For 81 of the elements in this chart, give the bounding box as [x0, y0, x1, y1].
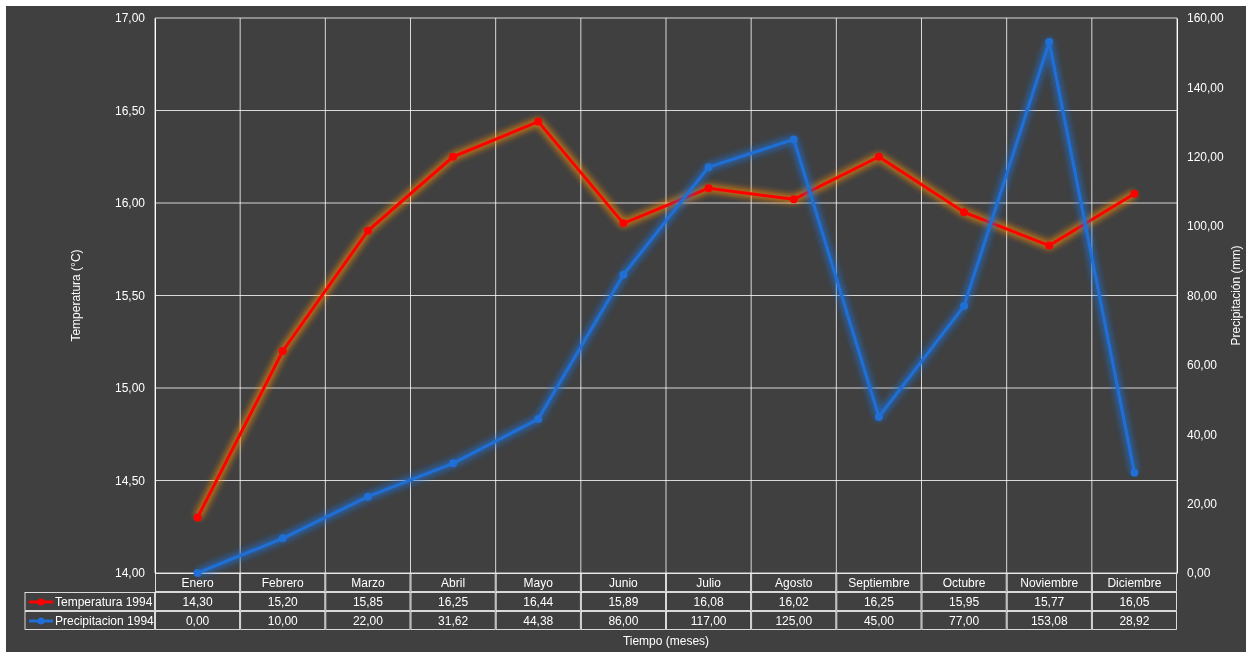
point — [960, 301, 969, 310]
data-label: 16,02 — [778, 595, 810, 609]
legend-label: Precipitacion 1994 — [55, 614, 155, 628]
data-label: 10,00 — [267, 614, 299, 628]
data-label: 45,00 — [863, 614, 895, 628]
point — [363, 492, 372, 501]
data-label: 15,77 — [1034, 595, 1065, 609]
point — [278, 534, 287, 543]
point — [1045, 38, 1054, 46]
point — [874, 152, 883, 161]
x-tick-label: Julio — [696, 576, 722, 590]
y2-tick-label: 80,00 — [1187, 288, 1218, 303]
data-label: 153,08 — [1030, 614, 1068, 628]
data-label: 14,30 — [182, 595, 213, 609]
point — [363, 226, 372, 235]
data-label: 15,89 — [608, 595, 639, 609]
y2-tick-label: 40,00 — [1187, 427, 1218, 442]
data-label: 16,25 — [438, 595, 469, 609]
x-tick-label: Mayo — [523, 576, 554, 590]
legend-label: Temperatura 1994 — [55, 595, 153, 609]
data-label: 125,00 — [775, 614, 813, 628]
point — [789, 195, 798, 204]
x-tick-label: Enero — [181, 576, 214, 590]
data-label: 28,92 — [1119, 614, 1150, 628]
point — [619, 270, 628, 279]
data-label: 77,00 — [949, 614, 980, 628]
y2-tick-label: 20,00 — [1187, 496, 1218, 511]
x-tick-label: Junio — [609, 576, 639, 590]
point — [1130, 189, 1139, 198]
point — [704, 163, 713, 172]
data-label: 22,00 — [352, 614, 384, 628]
x-tick-label: Octubre — [942, 576, 986, 590]
data-label: 16,05 — [1119, 595, 1150, 609]
y-tick-label: 17,00 — [114, 11, 146, 26]
x-tick-label: Febrero — [261, 576, 305, 590]
point — [278, 347, 287, 355]
data-label: 15,20 — [267, 595, 299, 609]
data-label: 0,00 — [185, 614, 210, 628]
y-tick-label: 14,00 — [114, 566, 146, 581]
x-axis-title: Tiempo (meses) — [622, 634, 710, 648]
point — [449, 459, 458, 468]
point — [704, 184, 713, 193]
x-tick-label: Septiembre — [848, 576, 910, 590]
y2-tick-label: 120,00 — [1187, 150, 1225, 165]
data-label: 16,44 — [523, 595, 554, 609]
y2-axis-title: Precipitación (mm) — [1229, 245, 1243, 346]
point — [874, 412, 883, 421]
y-tick-label: 15,50 — [114, 288, 146, 303]
data-label: 86,00 — [608, 614, 639, 628]
y2-tick-label: 140,00 — [1187, 80, 1225, 95]
point — [534, 415, 543, 424]
data-label: 15,85 — [352, 595, 384, 609]
point — [1045, 241, 1054, 250]
y2-tick-label: 60,00 — [1187, 358, 1218, 373]
data-label: 16,25 — [863, 595, 895, 609]
y-tick-label: 16,00 — [114, 196, 146, 211]
point — [193, 513, 202, 522]
y2-tick-label: 0,00 — [1187, 566, 1211, 581]
y2-tick-label: 160,00 — [1187, 11, 1225, 26]
point — [960, 208, 969, 217]
y-axis-title: Temperatura (°C) — [69, 249, 83, 342]
x-tick-label: Abril — [441, 576, 466, 590]
y-tick-label: 15,00 — [114, 381, 146, 396]
y-tick-label: 14,50 — [114, 473, 146, 488]
x-tick-label: Noviembre — [1020, 576, 1079, 590]
data-label: 117,00 — [690, 614, 727, 628]
y-tick-label: 16,50 — [114, 103, 146, 118]
point — [449, 152, 458, 161]
point — [534, 117, 543, 126]
x-tick-label: Agosto — [775, 576, 813, 590]
point — [1130, 468, 1139, 477]
x-tick-label: Diciembre — [1107, 576, 1162, 590]
point — [193, 569, 202, 577]
y2-tick-label: 100,00 — [1187, 219, 1225, 234]
data-label: 44,38 — [523, 614, 554, 628]
point — [789, 135, 798, 144]
data-label: 15,95 — [949, 595, 980, 609]
data-label: 31,62 — [438, 614, 469, 628]
point — [619, 219, 628, 228]
data-label: 16,08 — [693, 595, 724, 609]
x-tick-label: Marzo — [351, 576, 385, 590]
